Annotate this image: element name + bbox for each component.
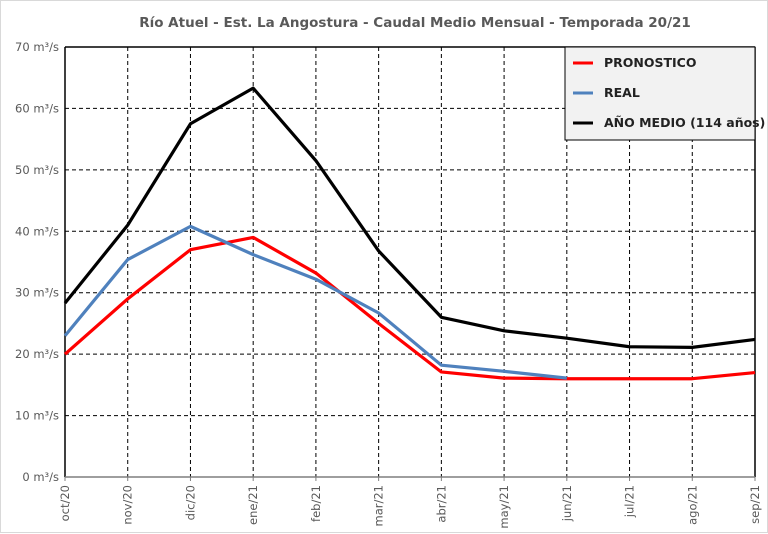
legend: PRONOSTICO REAL AÑO MEDIO (114 años) [565,47,765,140]
y-tick-label: 0 m³/s [22,470,59,484]
x-tick-label: sep/21 [748,485,762,524]
x-tick-label: ago/21 [685,485,699,525]
x-tick-label: oct/20 [58,485,72,521]
x-tick-label: jul/21 [623,485,637,518]
x-tick-label: jun/21 [560,485,574,522]
y-axis-ticks: 0 m³/s 10 m³/s 20 m³/s 30 m³/s 40 m³/s 50 m³/… [15,40,59,484]
y-tick-label: 50 m³/s [15,163,59,177]
y-tick-label: 60 m³/s [15,101,59,115]
legend-label-pronostico: PRONOSTICO [604,55,696,70]
x-tick-label: ene/21 [246,485,260,525]
x-tick-label: feb/21 [309,485,323,522]
y-tick-label: 30 m³/s [15,286,59,300]
x-tick-label: may/21 [497,485,511,529]
y-tick-label: 70 m³/s [15,40,59,54]
x-tick-label: mar/21 [372,485,386,527]
y-tick-label: 40 m³/s [15,224,59,238]
legend-label-ano-medio: AÑO MEDIO (114 años) [604,115,765,130]
y-tick-label: 10 m³/s [15,409,59,423]
legend-label-real: REAL [604,85,640,100]
y-tick-label: 20 m³/s [15,347,59,361]
chart-title: Río Atuel - Est. La Angostura - Caudal M… [139,15,691,31]
x-axis-ticks: oct/20 nov/20 dic/20 ene/21 feb/21 mar/21 abr/… [58,485,762,529]
x-tick-label: abr/21 [434,485,448,523]
x-tick-label: nov/20 [121,485,135,525]
x-tick-label: dic/20 [183,485,197,520]
